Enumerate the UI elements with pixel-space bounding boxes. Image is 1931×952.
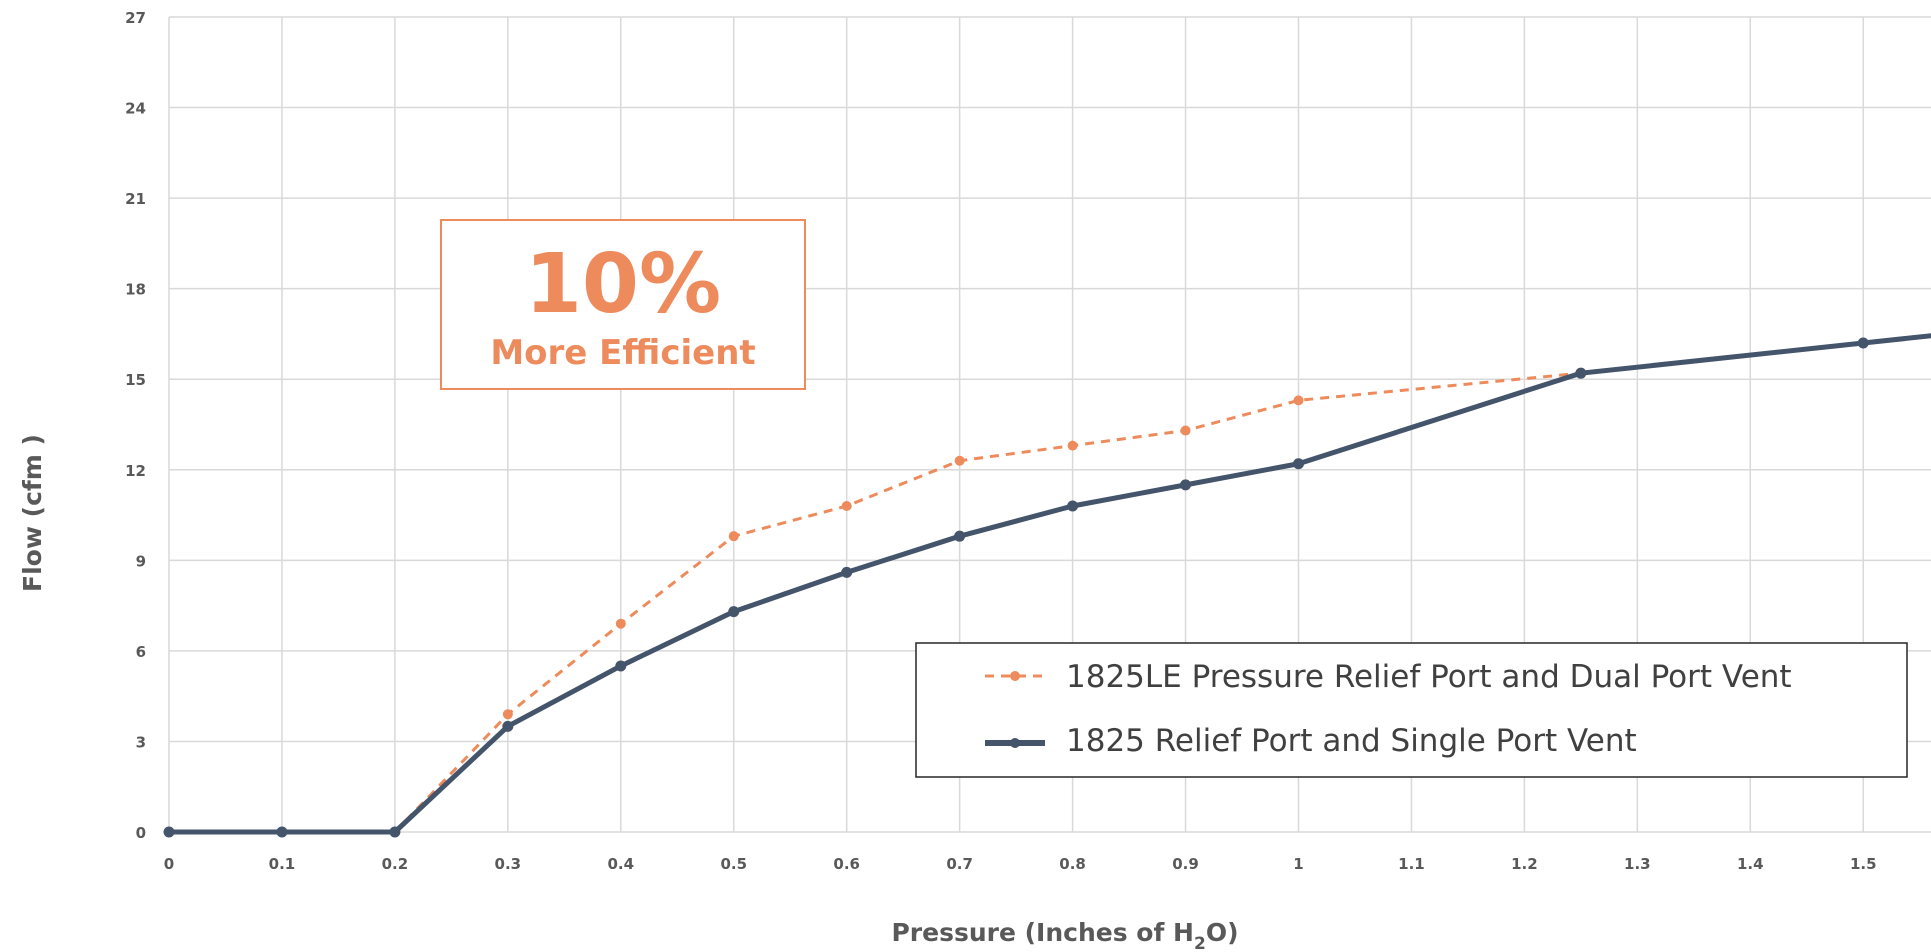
legend-label-1825le: 1825LE Pressure Relief Port and Dual Por…	[1066, 659, 1792, 695]
legend-marker-dashed	[1010, 671, 1020, 681]
x-tick-label: 0.7	[946, 855, 973, 873]
x-tick-label: 0.4	[608, 855, 635, 873]
x-tick-label: 1.5	[1850, 855, 1877, 873]
y-tick-label: 15	[125, 371, 146, 389]
data-point	[502, 720, 514, 732]
legend-marker-solid	[1010, 738, 1020, 748]
y-axis-ticks: 0 3 6 9 12 15 18 21 24 27	[125, 9, 146, 842]
callout-subline: More Efficient	[490, 333, 755, 373]
data-point	[389, 826, 401, 838]
x-tick-label: 0	[164, 855, 174, 873]
data-point	[1180, 479, 1192, 491]
x-tick-label: 0.8	[1059, 855, 1086, 873]
callout-box	[440, 219, 806, 390]
data-point	[502, 709, 513, 720]
legend: 1825LE Pressure Relief Port and Dual Por…	[915, 642, 1908, 778]
y-tick-label: 3	[136, 733, 146, 751]
data-point	[841, 566, 853, 578]
data-point	[728, 606, 740, 618]
x-tick-label: 0.6	[833, 855, 860, 873]
data-point	[1293, 395, 1304, 406]
data-point	[615, 618, 626, 629]
callout-headline: 10%	[525, 237, 721, 332]
x-axis-title: Pressure (Inches of H2O)	[891, 918, 1238, 952]
legend-entry-1825: 1825 Relief Port and Single Port Vent	[985, 723, 1637, 759]
data-point	[1067, 440, 1078, 451]
x-tick-label: 0.3	[495, 855, 522, 873]
x-axis-ticks: 0 0.1 0.2 0.3 0.4 0.5 0.6 0.7 0.8 0.9 1 1.1 1.2 1.3 1.…	[164, 855, 1877, 873]
y-tick-label: 12	[125, 462, 146, 480]
data-point	[954, 455, 965, 466]
data-point	[1857, 337, 1869, 349]
x-tick-label: 1.4	[1737, 855, 1764, 873]
y-tick-label: 9	[136, 552, 146, 570]
x-tick-label: 1.2	[1511, 855, 1538, 873]
data-point	[1292, 458, 1304, 470]
x-tick-label: 0.2	[382, 855, 409, 873]
y-tick-label: 18	[125, 281, 146, 299]
data-point	[276, 826, 288, 838]
data-point	[1067, 500, 1079, 512]
series-line	[169, 333, 1931, 835]
data-point	[1180, 425, 1191, 436]
series-1825	[163, 333, 1931, 838]
data-point	[163, 826, 175, 838]
x-tick-label: 0.1	[269, 855, 296, 873]
legend-entry-1825le: 1825LE Pressure Relief Port and Dual Por…	[985, 659, 1792, 695]
legend-box	[915, 642, 1908, 778]
y-tick-label: 21	[125, 190, 146, 208]
legend-label-1825: 1825 Relief Port and Single Port Vent	[1066, 723, 1637, 759]
y-tick-label: 0	[136, 824, 146, 842]
x-tick-label: 0.9	[1172, 855, 1199, 873]
data-point	[615, 660, 627, 672]
y-tick-label: 6	[136, 643, 146, 661]
y-tick-label: 27	[125, 9, 146, 27]
x-tick-label: 1.1	[1398, 855, 1425, 873]
data-point	[728, 531, 739, 542]
x-tick-label: 0.5	[720, 855, 747, 873]
x-tick-label: 1	[1293, 855, 1303, 873]
y-axis-title: Flow (cfm )	[18, 434, 47, 592]
series-layer	[163, 333, 1931, 838]
data-point	[954, 530, 966, 542]
data-point	[841, 501, 852, 511]
x-tick-label: 1.3	[1624, 855, 1651, 873]
y-tick-label: 24	[125, 100, 146, 118]
data-point	[1575, 367, 1587, 379]
efficiency-callout: 10% More Efficient	[440, 219, 806, 390]
